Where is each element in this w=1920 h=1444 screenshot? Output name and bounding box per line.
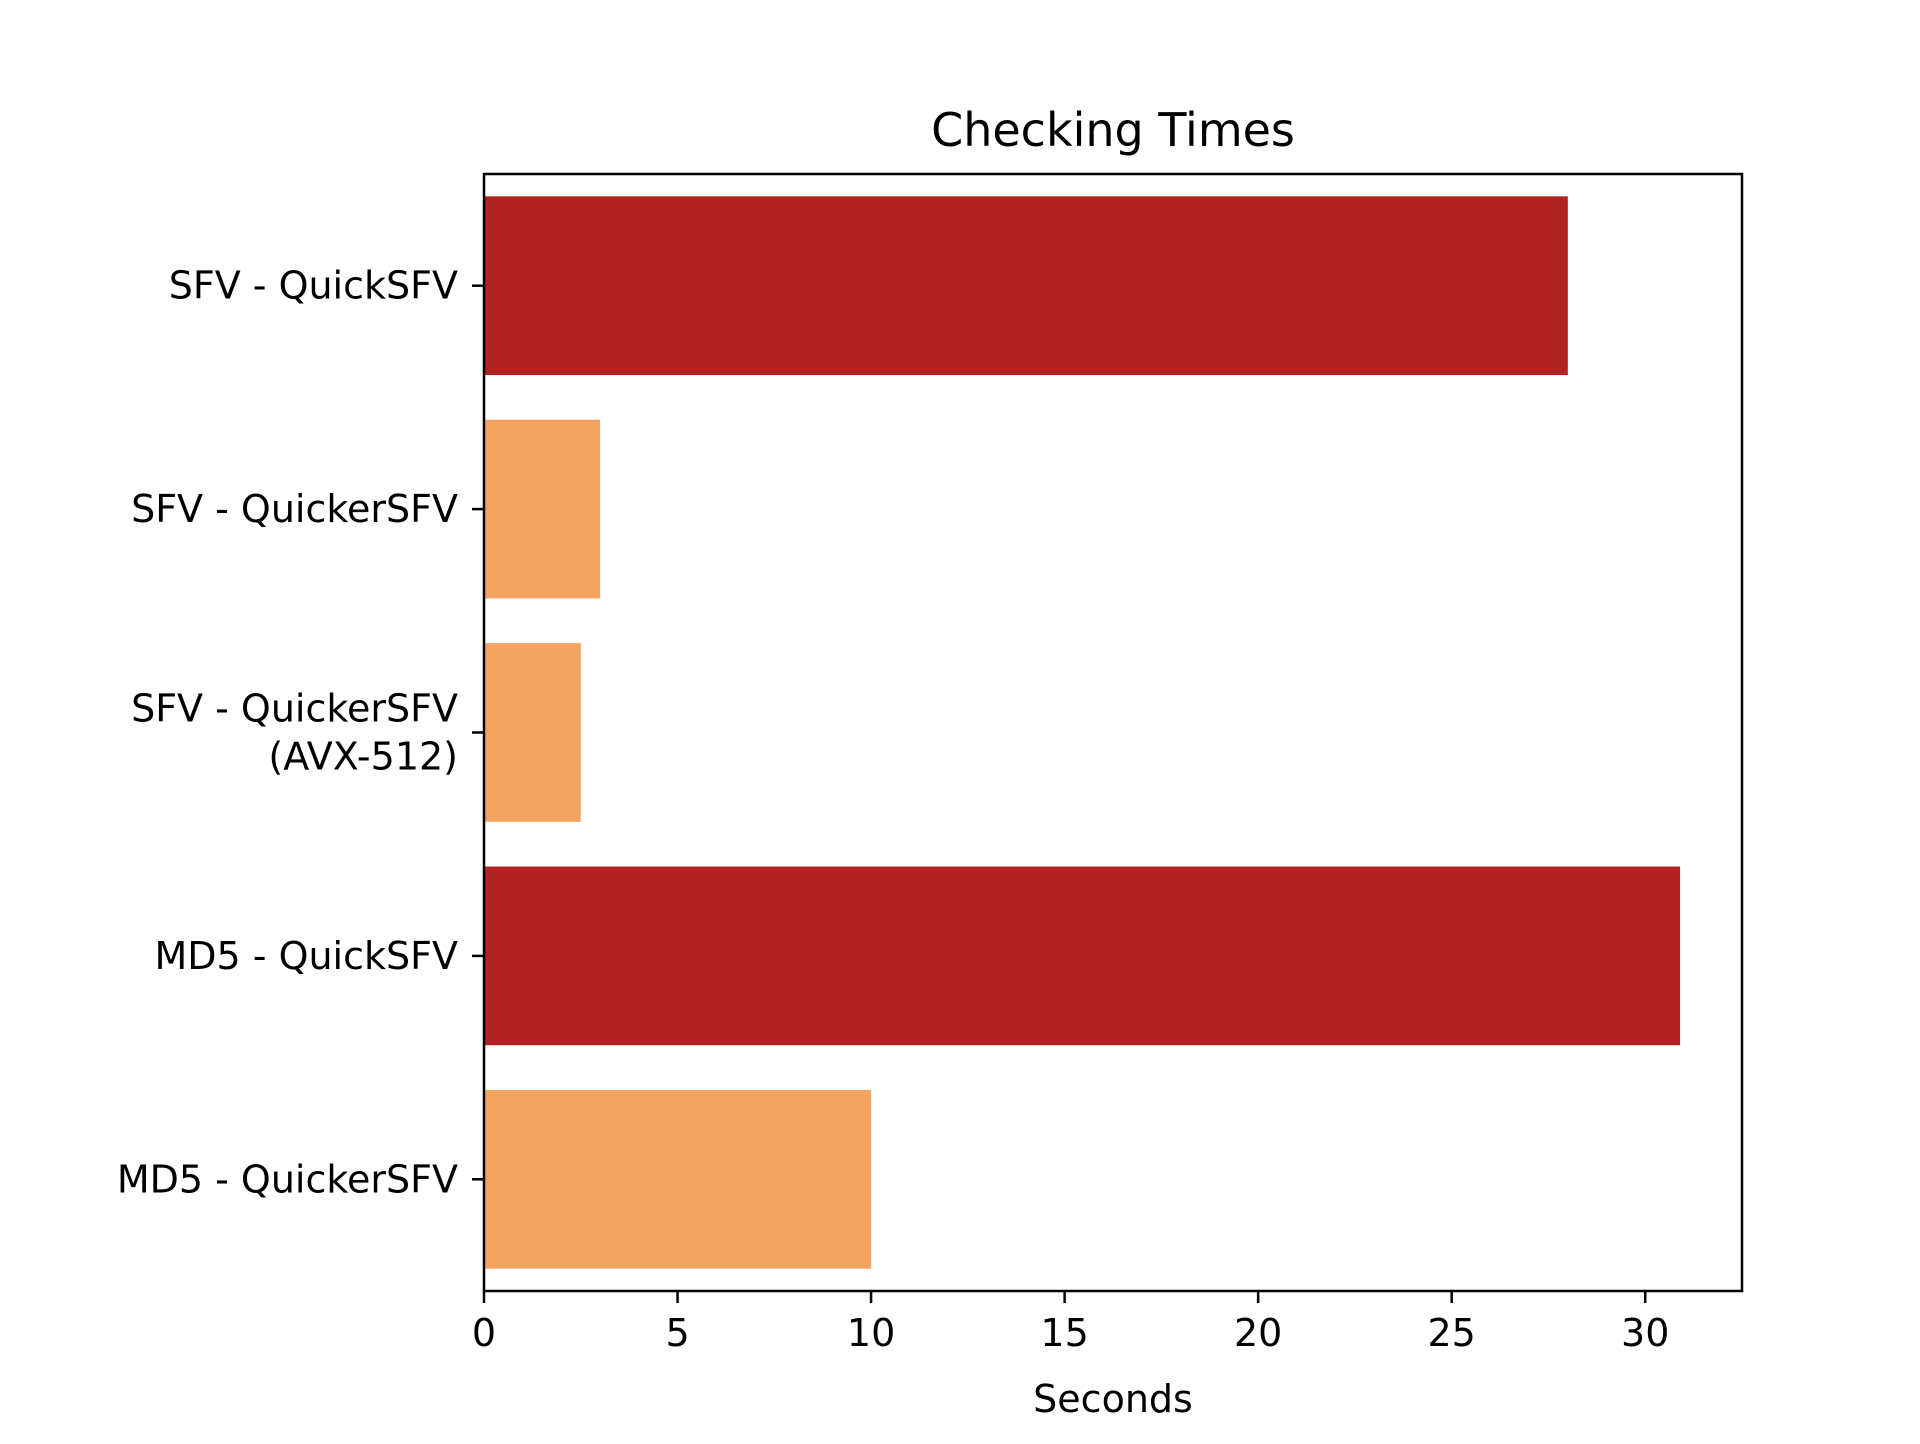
y-tick-label: MD5 - QuickerSFV bbox=[117, 1157, 458, 1201]
chart-title: Checking Times bbox=[931, 103, 1295, 157]
bar-2 bbox=[484, 419, 601, 599]
bar-5 bbox=[484, 1089, 872, 1269]
y-tick-label-line: SFV - QuickerSFV bbox=[131, 687, 458, 731]
y-tick-label: MD5 - QuickSFV bbox=[154, 934, 458, 978]
plot-frame bbox=[482, 172, 1744, 1293]
bar-1 bbox=[484, 196, 1568, 376]
y-tick-label: SFV - QuickSFV bbox=[169, 264, 458, 308]
x-axis-label: Seconds bbox=[1033, 1377, 1193, 1421]
x-tick-label: 0 bbox=[472, 1311, 496, 1355]
x-tick-label: 5 bbox=[665, 1311, 689, 1355]
y-tick-label: SFV - QuickerSFV bbox=[131, 487, 458, 531]
y-tick-label-line: SFV - QuickerSFV bbox=[131, 487, 458, 531]
x-tick-label: 10 bbox=[847, 1311, 895, 1355]
bars-group bbox=[484, 196, 1681, 1269]
bar-3 bbox=[484, 643, 581, 822]
x-tick-label: 30 bbox=[1621, 1311, 1669, 1355]
y-tick-label-line: (AVX-512) bbox=[268, 735, 458, 779]
x-tick-label: 20 bbox=[1234, 1311, 1282, 1355]
x-tick-label: 15 bbox=[1040, 1311, 1088, 1355]
y-tick-label-line: MD5 - QuickerSFV bbox=[117, 1157, 458, 1201]
x-axis: 0 5 10 15 20 25 30 bbox=[472, 1291, 1669, 1355]
y-tick-label: SFV - QuickerSFV (AVX-512) bbox=[131, 687, 458, 779]
x-tick-label: 25 bbox=[1428, 1311, 1476, 1355]
y-tick-label-line: SFV - QuickSFV bbox=[169, 264, 458, 308]
y-tick-label-line: MD5 - QuickSFV bbox=[154, 934, 458, 978]
bar-4 bbox=[484, 866, 1681, 1046]
